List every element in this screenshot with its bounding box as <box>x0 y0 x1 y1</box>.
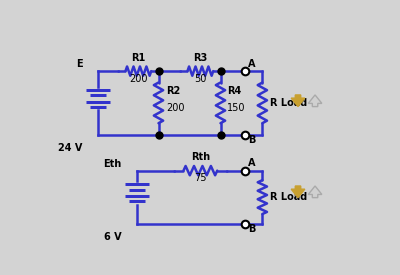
Text: 50: 50 <box>194 74 206 84</box>
Text: E: E <box>76 59 82 69</box>
Text: B: B <box>248 224 256 234</box>
Text: R2: R2 <box>166 86 180 97</box>
Text: 200: 200 <box>166 103 185 113</box>
Text: R Load: R Load <box>270 98 307 108</box>
Text: A: A <box>248 158 256 168</box>
Polygon shape <box>308 186 322 198</box>
Polygon shape <box>291 186 305 198</box>
Text: R4: R4 <box>227 86 241 97</box>
Text: 150: 150 <box>227 103 245 113</box>
Text: Eth: Eth <box>103 158 121 169</box>
Text: 75: 75 <box>194 173 206 183</box>
Text: 6 V: 6 V <box>104 232 121 242</box>
Polygon shape <box>308 95 322 107</box>
Text: A: A <box>248 59 256 69</box>
Text: B: B <box>248 135 256 145</box>
Text: R1: R1 <box>131 53 146 62</box>
Text: R3: R3 <box>193 53 208 62</box>
Text: 200: 200 <box>129 74 148 84</box>
Text: R Load: R Load <box>270 192 307 202</box>
Text: Rth: Rth <box>191 152 210 162</box>
Text: 24 V: 24 V <box>58 143 82 153</box>
Polygon shape <box>291 95 305 107</box>
